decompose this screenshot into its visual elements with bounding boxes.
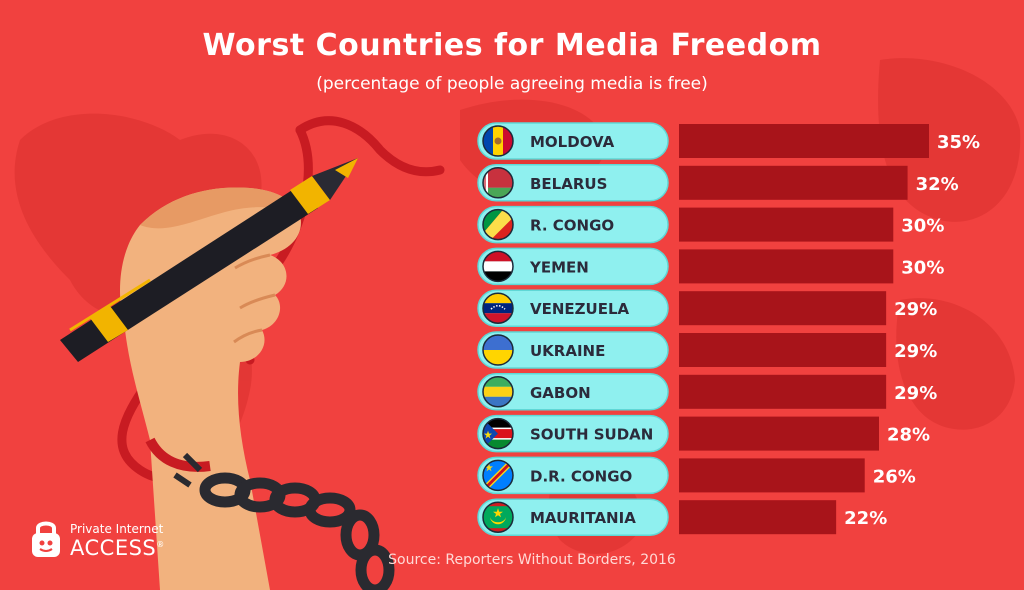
gabon-flag-icon	[482, 376, 514, 408]
logo-brand: ACCESS	[70, 536, 157, 560]
category-pill	[477, 498, 669, 536]
moldova-flag-icon	[482, 125, 514, 157]
category-label: GABON	[530, 384, 591, 402]
bar-row: BELARUS 32%	[477, 164, 959, 202]
value-label: 26%	[873, 466, 916, 487]
category-pill	[477, 414, 669, 453]
bar-row: MOLDOVA 35%	[477, 122, 980, 160]
ukraine-flag-icon	[482, 334, 514, 366]
chain-illustration	[173, 452, 395, 590]
lock-logo-icon	[32, 521, 60, 557]
bar-row: R. CONGO 30%	[477, 205, 944, 244]
category-label: R. CONGO	[530, 217, 614, 235]
pen-illustration	[60, 158, 358, 362]
category-pill	[477, 456, 669, 495]
category-pill	[477, 373, 669, 411]
chart-title: Worst Countries for Media Freedom	[202, 28, 822, 63]
bar	[679, 291, 887, 326]
belarus-flag-icon	[482, 167, 514, 199]
mauritania-flag-icon	[482, 501, 514, 533]
bar	[679, 207, 894, 242]
bar-row: VENEZUELA 29%	[477, 289, 937, 327]
bar	[679, 500, 837, 535]
bar-row: YEMEN 30%	[477, 247, 944, 286]
category-pill	[477, 122, 669, 160]
category-label: BELARUS	[530, 175, 607, 193]
value-label: 32%	[916, 174, 959, 195]
category-pill	[477, 247, 669, 286]
logo-text-line1: Private Internet	[70, 522, 164, 536]
bar-row: MAURITANIA 22%	[477, 498, 887, 536]
value-label: 22%	[844, 508, 887, 529]
category-label: MAURITANIA	[530, 509, 636, 527]
south-sudan-flag-icon	[482, 417, 514, 450]
bar	[679, 374, 887, 409]
category-pill	[477, 331, 669, 369]
bar	[679, 458, 865, 493]
value-label: 29%	[894, 383, 937, 404]
pia-logo: Private Internet ACCESS®	[30, 512, 210, 562]
venezuela-flag-icon	[482, 292, 514, 324]
category-label: UKRAINE	[530, 342, 605, 360]
yemen-flag-icon	[482, 250, 514, 283]
chart-subtitle: (percentage of people agreeing media is …	[316, 74, 708, 94]
source-note: Source: Reporters Without Borders, 2016	[388, 552, 676, 568]
value-label: 35%	[937, 132, 980, 153]
bar-row: SOUTH SUDAN 28%	[477, 414, 930, 453]
bar	[679, 249, 894, 284]
category-label: VENEZUELA	[530, 300, 630, 318]
bar	[679, 165, 908, 200]
bar-row: D.R. CONGO 26%	[477, 456, 916, 495]
category-label: SOUTH SUDAN	[530, 426, 653, 444]
value-label: 30%	[901, 257, 944, 278]
logo-text-line2: ACCESS®	[70, 536, 165, 560]
value-label: 30%	[901, 216, 944, 237]
category-pill	[477, 205, 669, 244]
category-label: D.R. CONGO	[530, 467, 632, 485]
category-label: YEMEN	[529, 258, 589, 276]
value-label: 28%	[887, 425, 930, 446]
congo-flag-icon	[482, 208, 514, 241]
bar-row: UKRAINE 29%	[477, 331, 937, 369]
value-label: 29%	[894, 299, 937, 320]
bar	[679, 124, 929, 158]
registered-mark: ®	[156, 540, 165, 549]
dr-congo-flag-icon	[482, 459, 514, 492]
bar	[679, 416, 879, 451]
category-pill	[477, 289, 669, 327]
bar	[679, 333, 887, 367]
bar-row: GABON 29%	[477, 373, 937, 411]
category-label: MOLDOVA	[530, 133, 615, 151]
value-label: 29%	[894, 341, 937, 362]
category-pill	[477, 164, 669, 202]
